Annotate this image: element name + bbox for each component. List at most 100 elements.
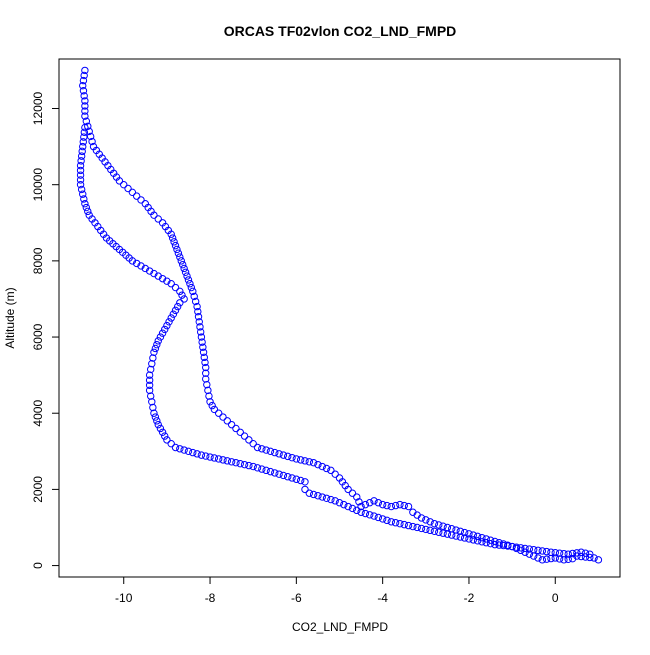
data-point [452, 532, 460, 540]
data-point [89, 142, 98, 151]
x-axis-label: CO2_LND_FMPD [292, 620, 388, 634]
data-point [76, 176, 85, 184]
y-tick-label: 2000 [31, 476, 45, 503]
data-point [344, 502, 352, 511]
data-point [198, 338, 206, 346]
data-point [210, 405, 219, 414]
x-tick-label: -4 [377, 591, 388, 605]
data-point [335, 499, 344, 507]
data-point [210, 454, 219, 462]
data-point [555, 549, 564, 557]
data-point [177, 257, 185, 265]
data-point [132, 259, 141, 268]
data-point [214, 455, 223, 463]
y-tick-label: 8000 [31, 247, 45, 274]
data-point [153, 417, 161, 425]
data-point [504, 542, 512, 550]
data-point [81, 66, 89, 75]
data-point [196, 328, 205, 336]
data-point [391, 519, 400, 527]
data-point [141, 264, 150, 273]
data-point [145, 386, 154, 395]
data-point [284, 473, 292, 481]
data-point [586, 550, 594, 558]
data-point [473, 537, 482, 545]
data-point [279, 451, 288, 459]
data-point [150, 269, 158, 278]
data-point [335, 474, 344, 482]
data-point [253, 464, 262, 472]
data-point [413, 523, 421, 532]
data-point [147, 392, 155, 400]
data-point [153, 340, 161, 349]
y-tick-label: 10000 [31, 168, 45, 202]
data-point [232, 459, 240, 467]
data-point [150, 348, 158, 356]
data-point [223, 417, 232, 425]
data-point [163, 277, 171, 285]
data-point [322, 494, 331, 502]
y-tick-label: 12000 [31, 92, 45, 126]
data-point [156, 424, 165, 433]
data-point [82, 203, 91, 212]
data-point [199, 348, 208, 356]
data-point [227, 458, 236, 466]
data-point [478, 538, 486, 546]
data-point [219, 456, 227, 464]
data-point [196, 323, 204, 331]
data-point [141, 200, 150, 208]
data-point [491, 537, 499, 546]
data-point [197, 333, 206, 341]
data-point [205, 392, 213, 400]
data-point [340, 500, 348, 509]
data-point [327, 495, 335, 504]
data-point [167, 280, 175, 288]
data-point [378, 515, 387, 523]
data-point [81, 107, 89, 115]
data-point [154, 420, 162, 429]
data-point [173, 245, 181, 254]
data-point [202, 369, 210, 377]
data-point [190, 292, 198, 301]
data-point [203, 380, 211, 389]
data-point [288, 474, 296, 482]
data-point [145, 381, 154, 389]
data-point [245, 436, 253, 444]
x-tick-label: -2 [464, 591, 475, 605]
data-point [266, 467, 275, 476]
data-point [206, 453, 214, 461]
data-point [301, 457, 309, 465]
data-point [197, 451, 206, 459]
data-point [296, 456, 305, 464]
data-point [426, 526, 434, 535]
data-point [525, 550, 534, 558]
data-point [189, 448, 197, 457]
data-point [219, 413, 227, 421]
data-point [79, 76, 88, 85]
data-point [199, 343, 207, 351]
data-point [195, 318, 203, 326]
data-point [171, 306, 180, 315]
data-point [564, 555, 572, 563]
data-point [168, 234, 177, 242]
data-point [366, 511, 374, 519]
data-point [266, 447, 275, 456]
data-point [581, 549, 590, 557]
data-points [76, 66, 603, 564]
data-point [79, 142, 87, 151]
data-point [374, 513, 383, 522]
data-point [456, 527, 465, 535]
data-point [227, 420, 236, 429]
data-point [301, 478, 309, 486]
data-point [179, 260, 187, 269]
data-point [366, 499, 374, 507]
data-point [214, 409, 223, 417]
x-tick-label: -8 [205, 591, 216, 605]
data-point [167, 314, 175, 322]
data-point [279, 471, 288, 480]
data-point [296, 476, 305, 485]
data-point [542, 547, 551, 556]
data-point [404, 502, 413, 511]
data-point [435, 528, 443, 536]
data-point [353, 493, 361, 501]
